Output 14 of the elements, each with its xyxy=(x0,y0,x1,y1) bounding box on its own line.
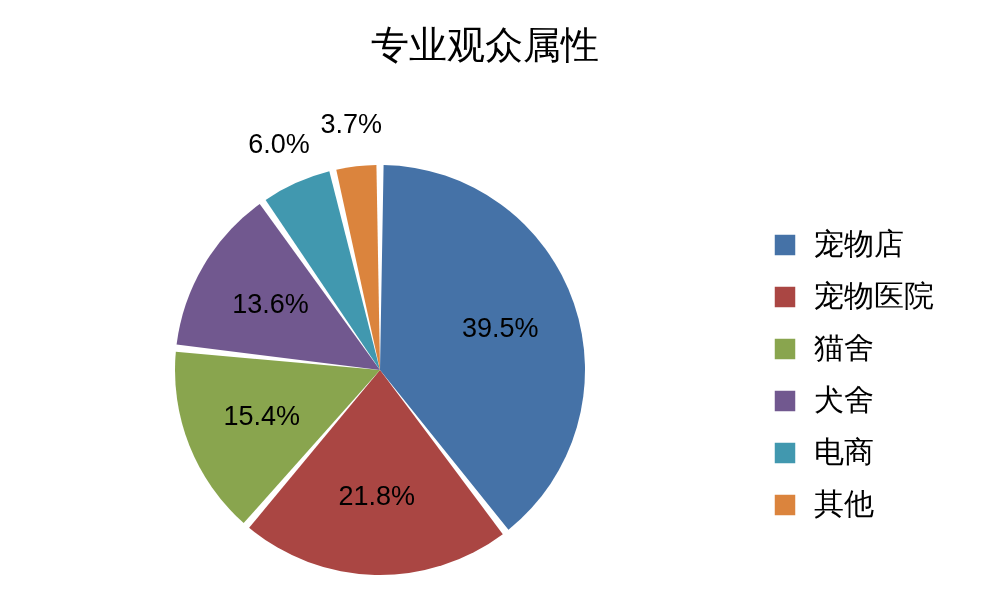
legend-label: 宠物店 xyxy=(814,226,904,261)
data-label: 3.7% xyxy=(320,108,383,139)
legend-label: 犬舍 xyxy=(814,382,874,417)
pie-slice xyxy=(176,203,380,370)
data-label: 15.4% xyxy=(223,400,301,431)
data-label: 6.0% xyxy=(248,128,310,159)
legend-label: 宠物医院 xyxy=(814,278,934,313)
legend-label: 猫舍 xyxy=(814,330,874,365)
chart-title: 专业观众属性 xyxy=(371,22,599,67)
data-label: 13.6% xyxy=(232,289,309,320)
legend-label: 电商 xyxy=(814,434,874,469)
data-label: 21.8% xyxy=(338,481,416,512)
legend-label: 其他 xyxy=(814,486,874,521)
data-label: 39.5% xyxy=(461,312,539,343)
